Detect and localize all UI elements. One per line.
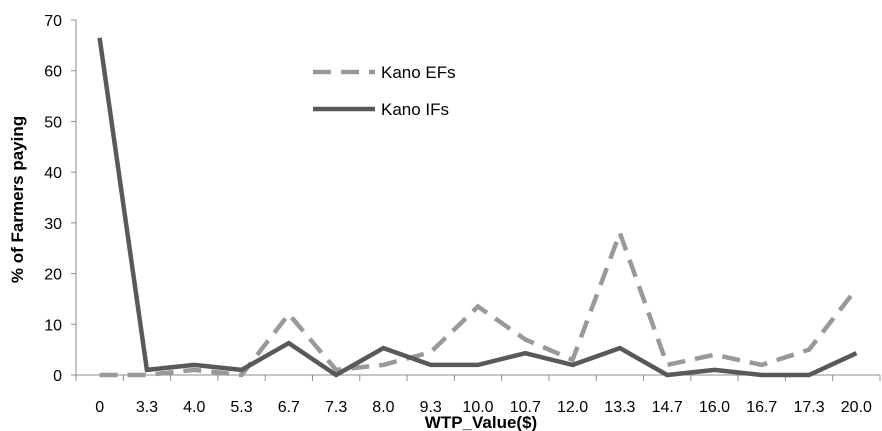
y-axis-title: % of Farmers paying (8, 116, 27, 283)
series-line-kano-efs (99, 226, 859, 378)
x-tick-label: 10.7 (510, 399, 541, 416)
y-tick-label: 20 (44, 267, 62, 284)
legend: Kano EFs Kano IFs (313, 63, 456, 119)
y-tick-label: 40 (44, 165, 62, 182)
x-tick-label: 5.3 (230, 399, 252, 416)
x-tick-label: 16.0 (699, 399, 730, 416)
x-tick-label: 6.7 (278, 399, 300, 416)
y-tick-label: 50 (44, 114, 62, 131)
y-tick-label: 0 (53, 368, 62, 385)
series-line-kano-ifs (97, 37, 858, 378)
x-axis-title: WTP_Value($) (425, 413, 537, 431)
legend-label: Kano IFs (381, 100, 449, 119)
y-tick-label: 10 (44, 317, 62, 334)
x-tick-label: 13.3 (604, 399, 635, 416)
x-tick-label: 20.0 (841, 399, 872, 416)
x-tick-label: 17.3 (793, 399, 824, 416)
y-tick-label: 30 (44, 216, 62, 233)
x-tick-label: 12.0 (557, 399, 588, 416)
x-tick-label: 3.3 (136, 399, 158, 416)
x-tick-label: 0 (95, 399, 104, 416)
y-axis: 0 10 20 30 40 50 60 70 (44, 13, 77, 385)
x-tick-label: 4.0 (183, 399, 205, 416)
series-layer (97, 37, 859, 378)
x-tick-label: 9.3 (420, 399, 442, 416)
y-tick-label: 70 (44, 13, 62, 30)
legend-label: Kano EFs (381, 63, 456, 82)
y-tick-label: 60 (44, 64, 62, 81)
x-tick-label: 14.7 (652, 399, 683, 416)
x-axis: 0 3.3 4.0 5.3 6.7 7.3 8.0 9.3 10.0 10.7 12.0 13.3 14… (75, 374, 881, 416)
x-tick-label: 7.3 (325, 399, 347, 416)
x-tick-label: 16.7 (746, 399, 777, 416)
x-tick-label: 10.0 (462, 399, 493, 416)
x-tick-label: 8.0 (372, 399, 394, 416)
